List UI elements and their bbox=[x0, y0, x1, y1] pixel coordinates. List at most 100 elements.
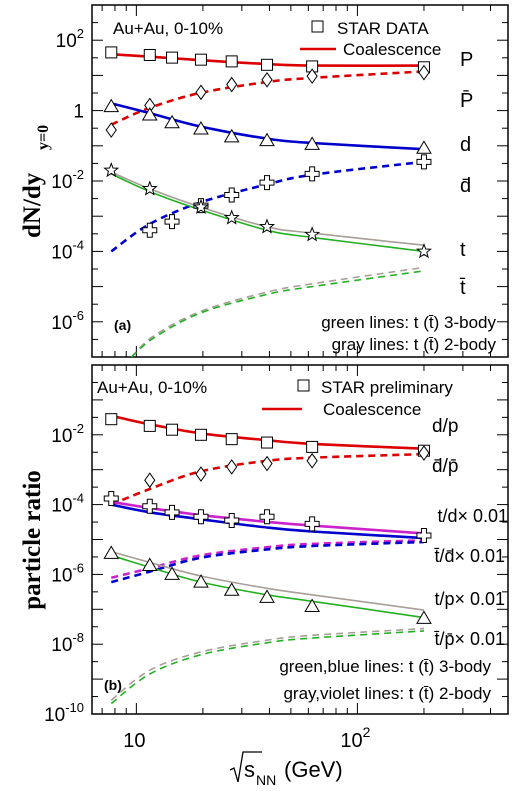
panel-a-points bbox=[103, 46, 432, 259]
data-point-triangle bbox=[304, 136, 321, 150]
panel-a-ylabel: dN/dy y=0 bbox=[19, 125, 52, 238]
data-point-triangle bbox=[141, 107, 158, 121]
data-point-diamond bbox=[226, 459, 238, 475]
data-point-diamond bbox=[418, 64, 430, 81]
panel-a-ylabel-main: dN/dy bbox=[19, 172, 46, 238]
panel-b-label: (b) bbox=[104, 677, 122, 693]
data-point-square bbox=[225, 55, 238, 68]
data-point-triangle bbox=[259, 589, 275, 603]
panel-b-ylabel: particle ratio bbox=[19, 470, 46, 610]
data-point-cross bbox=[259, 175, 275, 191]
data-point-cross bbox=[416, 154, 432, 170]
panel-a-curves bbox=[110, 52, 425, 357]
label-t-over-d: t/d× 0.01 bbox=[437, 506, 508, 526]
panel-b-ticks: 10-2 10-4 10-6 10-8 10-10 10 102 bbox=[44, 364, 508, 752]
curve-b-5 bbox=[110, 540, 425, 584]
data-point-cross bbox=[142, 498, 158, 514]
data-point-star bbox=[415, 242, 432, 259]
panel-b-legend-square-marker bbox=[297, 379, 310, 392]
panel-b-points bbox=[103, 413, 432, 624]
label-Pbar: P̄ bbox=[460, 89, 473, 112]
curve-a-7 bbox=[130, 270, 425, 357]
y-tick-label: 102 bbox=[56, 26, 84, 52]
data-point-cross bbox=[224, 513, 240, 529]
y-tick-label: 10-2 bbox=[51, 167, 84, 193]
data-point-triangle bbox=[223, 582, 240, 596]
data-point-square bbox=[194, 428, 207, 441]
label-dbar-over-pbar: d̄/p̄ bbox=[432, 456, 458, 477]
data-point-cross bbox=[164, 214, 180, 230]
data-point-star bbox=[192, 198, 209, 215]
data-point-diamond bbox=[144, 472, 156, 489]
panel-b-ylabel-text: particle ratio bbox=[19, 470, 46, 610]
y-tick-label: 10-6 bbox=[51, 308, 84, 334]
data-point-square bbox=[194, 53, 207, 66]
curve-a-3 bbox=[110, 160, 425, 253]
x-axis-title-sub: NN bbox=[256, 772, 276, 788]
data-point-square bbox=[166, 51, 179, 64]
data-point-diamond bbox=[226, 76, 238, 93]
label-t: t bbox=[460, 239, 466, 261]
data-point-square bbox=[225, 433, 238, 446]
sqrt-sign bbox=[229, 751, 262, 783]
data-point-cross bbox=[142, 222, 158, 238]
data-point-cross bbox=[259, 509, 275, 525]
data-point-cross bbox=[103, 490, 119, 506]
data-point-cross bbox=[224, 187, 240, 203]
label-tbar-over-dbar: t̄/d̄× 0.01 bbox=[434, 546, 505, 566]
curve-b-9 bbox=[110, 630, 425, 705]
label-d-over-p: d/p bbox=[432, 416, 458, 437]
x-tick-label: 10 bbox=[123, 730, 145, 752]
data-point-diamond bbox=[195, 84, 207, 101]
data-point-triangle bbox=[193, 121, 209, 135]
curve-b-4 bbox=[110, 539, 425, 580]
x-axis-title-s: s bbox=[244, 757, 255, 782]
label-t-over-p: t/p× 0.01 bbox=[434, 589, 505, 609]
x-axis-title-unit: (GeV) bbox=[284, 757, 343, 782]
data-point-square bbox=[105, 46, 118, 59]
y-tick-label: 10-4 bbox=[51, 237, 84, 263]
panel-b-note-2: gray,violet lines: t (t̄) 2-body bbox=[283, 684, 491, 703]
data-point-cross bbox=[304, 166, 320, 182]
data-point-square bbox=[143, 419, 156, 432]
panel-b-legend-line-label: Coalescence bbox=[323, 400, 421, 419]
y-tick-label: 10-8 bbox=[51, 630, 84, 656]
data-point-diamond bbox=[105, 122, 117, 138]
curve-b-8 bbox=[110, 627, 425, 701]
data-point-triangle bbox=[304, 598, 321, 613]
data-point-diamond bbox=[195, 466, 207, 482]
data-point-square bbox=[261, 436, 274, 449]
label-P: P bbox=[460, 49, 473, 71]
panel-a-legend-square-marker bbox=[311, 20, 324, 33]
x-axis-title: s NN (GeV) bbox=[229, 751, 343, 788]
data-point-square bbox=[105, 413, 118, 426]
y-tick-label: 10-6 bbox=[51, 560, 84, 586]
data-point-square bbox=[166, 423, 179, 436]
data-point-square bbox=[261, 58, 274, 71]
data-point-diamond bbox=[418, 445, 430, 461]
data-point-triangle bbox=[141, 557, 158, 571]
data-point-star bbox=[259, 218, 276, 234]
panel-a-note-1: green lines: t (t̄) 3-body bbox=[321, 313, 496, 332]
curve-a-6 bbox=[130, 266, 425, 357]
panel-b-legend-header: Au+Au, 0-10% bbox=[97, 378, 207, 397]
data-point-star bbox=[103, 161, 120, 178]
y-tick-label: 10-10 bbox=[44, 700, 84, 726]
label-tbar-over-pbar: t̄/p̄× 0.01 bbox=[434, 629, 505, 649]
data-point-cross bbox=[164, 504, 180, 520]
panel-a-ylabel-sub: y=0 bbox=[35, 125, 52, 150]
data-point-triangle bbox=[164, 566, 180, 580]
data-point-cross bbox=[304, 516, 320, 532]
data-point-triangle bbox=[103, 545, 120, 559]
data-point-triangle bbox=[164, 114, 180, 129]
label-d: d bbox=[460, 134, 471, 156]
curve-b-1 bbox=[110, 452, 425, 506]
data-point-cross bbox=[193, 509, 209, 525]
x-tick-label: 102 bbox=[340, 724, 370, 752]
data-point-star bbox=[223, 209, 240, 225]
data-point-diamond bbox=[306, 452, 318, 469]
data-point-square bbox=[306, 440, 319, 453]
panel-a-label: (a) bbox=[114, 317, 131, 333]
